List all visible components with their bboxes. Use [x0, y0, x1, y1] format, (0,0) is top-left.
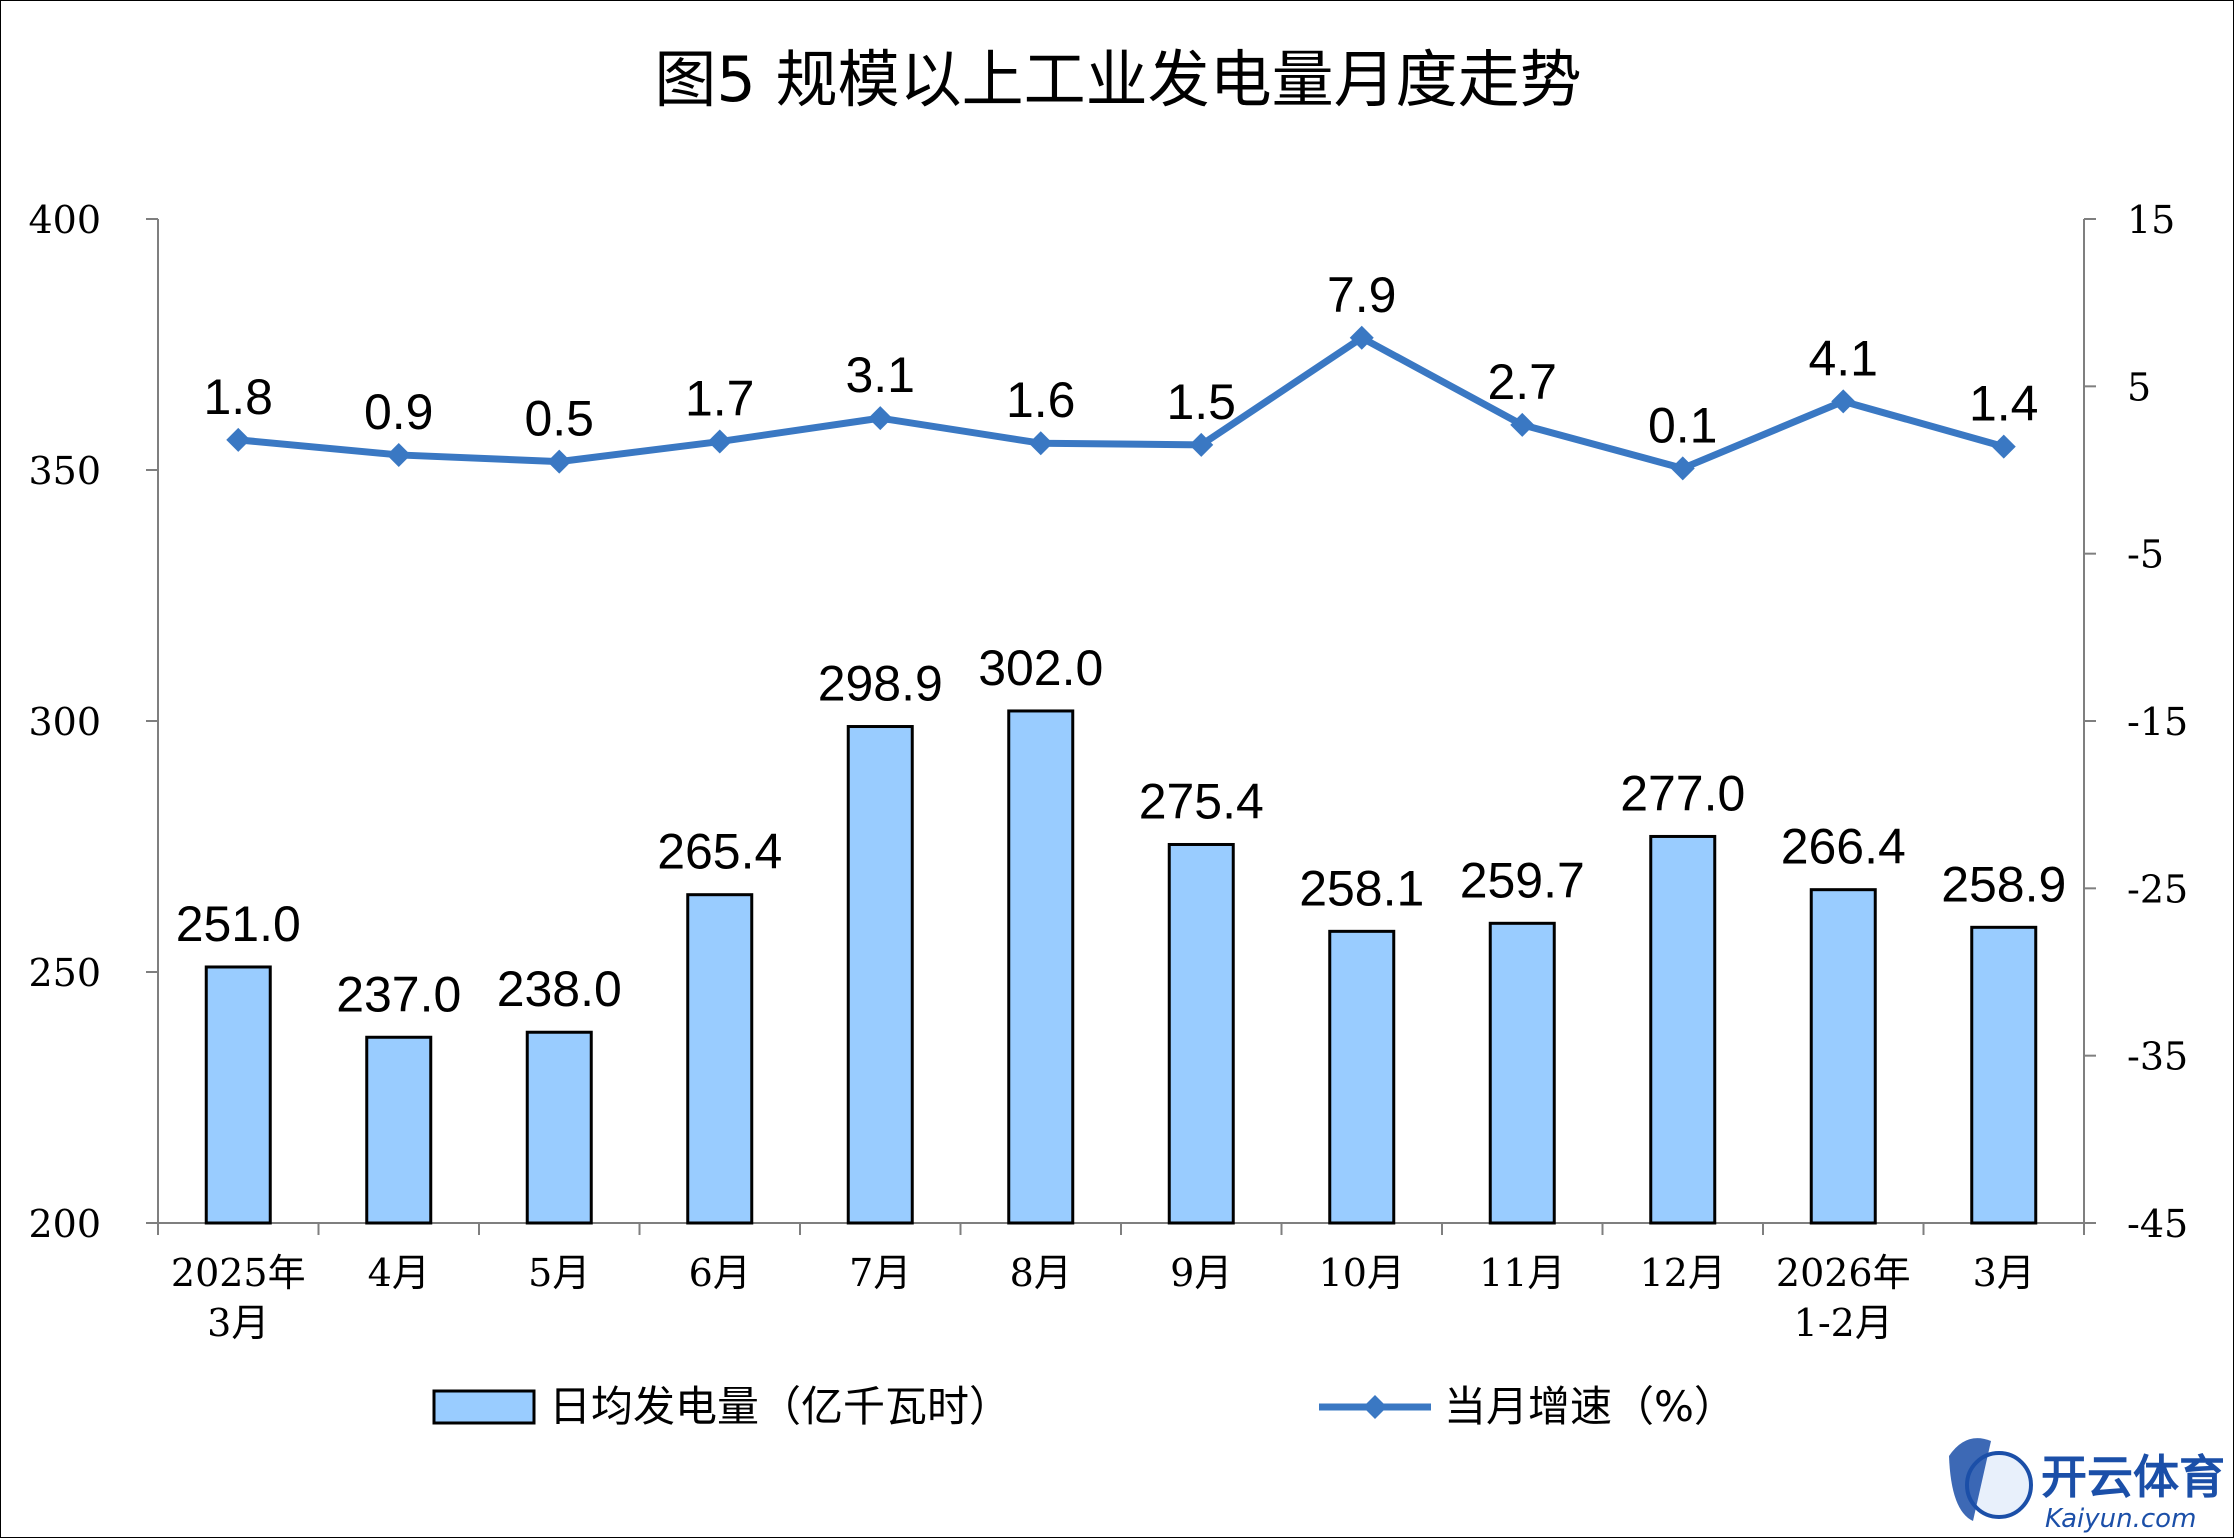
bar-value-label: 275.4 [1139, 773, 1264, 829]
bar [686, 893, 754, 1225]
growth-value-label: 1.4 [1969, 376, 2039, 432]
growth-point-marker [547, 449, 572, 474]
x-axis-category-label: 3月 [1973, 1251, 2035, 1295]
growth-value-label: 0.9 [364, 384, 434, 440]
growth-point-marker [1189, 432, 1214, 457]
x-axis-category-label: 2026年 [1776, 1251, 1911, 1295]
growth-point-marker [1670, 456, 1695, 481]
growth-value-label: 1.5 [1166, 374, 1236, 430]
growth-value-label: 7.9 [1327, 267, 1397, 323]
watermark-subtext: Kaiyun.com [2045, 1504, 2196, 1534]
bar-value-label: 237.0 [336, 966, 461, 1022]
right-axis-tick-label: -35 [2127, 1035, 2188, 1079]
growth-point-marker [707, 429, 732, 454]
bars: 251.0 237.0 238.0 265.4 298.9 302.0 275.4 258.1… [176, 640, 2066, 1225]
growth-point-marker [1028, 431, 1053, 456]
bar [1167, 842, 1235, 1225]
bar-value-label: 277.0 [1620, 765, 1745, 821]
left-axis-tick-label: 300 [28, 700, 101, 744]
growth-value-label: 4.1 [1808, 330, 1878, 386]
bar [1809, 888, 1877, 1225]
x-axis-category-label: 7月 [849, 1251, 911, 1295]
x-axis-category-label: 10月 [1319, 1251, 1405, 1295]
growth-point-marker [1991, 434, 2016, 459]
category-labels: 2025年 3月 4月 5月 6月 7月 8月 9月 10月 11月 12月 2026年 1-2月 3月 [171, 1251, 2035, 1345]
bar [1007, 709, 1075, 1225]
growth-value-label: 0.1 [1648, 397, 1718, 453]
x-axis-category-label: 1-2月 [1794, 1301, 1893, 1345]
right-axis-tick-label: -5 [2127, 533, 2164, 577]
right-axis-tick-label: -15 [2127, 700, 2188, 744]
bar-value-label: 298.9 [818, 656, 943, 712]
bar-value-label: 258.9 [1941, 856, 2066, 912]
left-axis-tick-label: 250 [28, 951, 101, 995]
left-axis-tick-label: 200 [28, 1202, 101, 1246]
x-axis-category-label: 2025年 [171, 1251, 306, 1295]
x-axis-category-label: 3月 [207, 1301, 269, 1345]
bar [525, 1030, 593, 1225]
growth-point-marker [1831, 389, 1856, 414]
bar [365, 1035, 433, 1225]
x-axis-category-label: 4月 [368, 1251, 430, 1295]
legend-line-marker [1363, 1395, 1387, 1419]
legend: 日均发电量（亿千瓦时） 当月增速（%） [432, 1382, 1736, 1431]
right-axis-tick-label: -25 [2127, 867, 2188, 911]
growth-point-marker [1349, 325, 1374, 350]
bar [1649, 834, 1717, 1225]
axes: 400 350 300 250 200 15 5 -5 -15 -25 -35 -45 [28, 198, 2188, 1246]
bar-value-label: 259.7 [1460, 852, 1585, 908]
growth-point-marker [868, 406, 893, 431]
bar [204, 965, 272, 1225]
x-axis-category-label: 12月 [1640, 1251, 1726, 1295]
bar-value-label: 238.0 [497, 961, 622, 1017]
growth-point-marker [386, 442, 411, 467]
bar-value-label: 265.4 [657, 824, 782, 880]
right-axis-tick-label: 15 [2127, 198, 2175, 242]
growth-value-label: 1.7 [685, 371, 755, 427]
chart-title: 图5 规模以上工业发电量月度走势 [654, 43, 1581, 116]
growth-value-label: 1.8 [203, 369, 273, 425]
x-axis-category-label: 6月 [689, 1251, 751, 1295]
growth-line-path [237, 334, 2005, 472]
bar-value-label: 258.1 [1299, 860, 1424, 916]
x-axis-category-label: 11月 [1479, 1251, 1565, 1295]
bar [846, 725, 914, 1225]
bar-value-label: 266.4 [1781, 819, 1906, 875]
legend-bar-swatch [432, 1389, 536, 1425]
x-axis-category-label: 5月 [528, 1251, 590, 1295]
growth-value-label: 0.5 [524, 391, 594, 447]
watermark-text: 开云体育 [2041, 1450, 2225, 1504]
watermark-logo: 开云体育 Kaiyun.com [1949, 1438, 2225, 1534]
bar [1970, 925, 2038, 1225]
bar [1488, 921, 1556, 1225]
x-axis-category-label: 8月 [1010, 1251, 1072, 1295]
legend-bar-label: 日均发电量（亿千瓦时） [549, 1382, 1011, 1431]
x-axis-category-label: 9月 [1170, 1251, 1232, 1295]
growth-point-marker [1510, 412, 1535, 437]
growth-value-label: 2.7 [1487, 354, 1557, 410]
left-axis-tick-label: 400 [28, 198, 101, 242]
growth-value-label: 1.6 [1006, 372, 1076, 428]
right-axis-tick-label: -45 [2127, 1202, 2188, 1246]
growth-line: 1.8 0.9 0.5 1.7 3.1 1.6 1.5 7.9 2.7 0.1 4.1 1.4 [203, 267, 2039, 481]
legend-line-label: 当月增速（%） [1444, 1382, 1736, 1431]
bar-value-label: 302.0 [978, 640, 1103, 696]
bar-value-label: 251.0 [176, 896, 301, 952]
bar [1328, 929, 1396, 1225]
right-axis-tick-label: 5 [2127, 365, 2151, 409]
left-axis-tick-label: 350 [28, 449, 101, 493]
growth-value-label: 3.1 [845, 347, 915, 403]
growth-point-marker [226, 427, 251, 452]
